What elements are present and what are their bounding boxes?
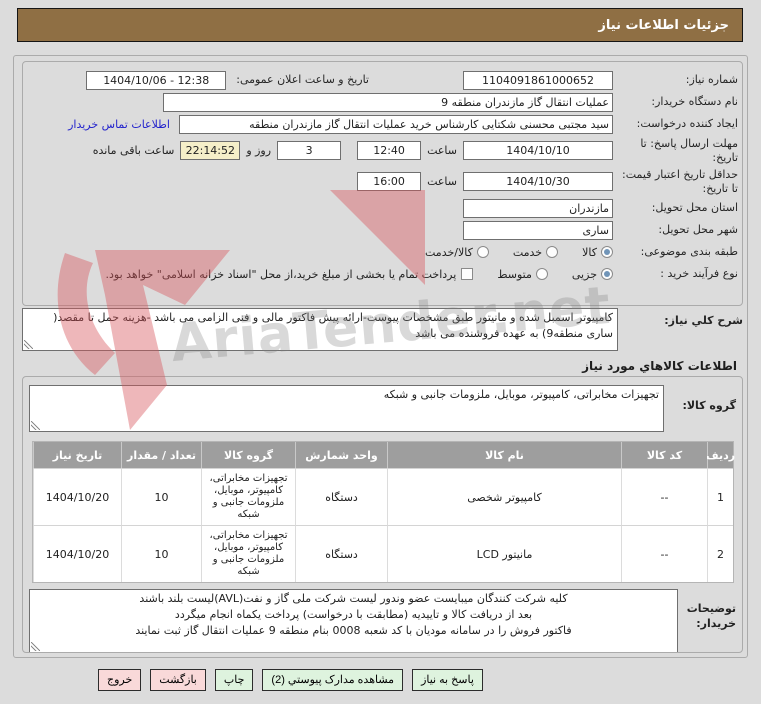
general-info-groupbox: شماره نیاز: 1104091861000652 تاریخ و ساع… bbox=[22, 61, 743, 306]
buyer-name-row: نام دستگاه خریدار: عملیات انتقال گاز ماز… bbox=[27, 91, 738, 113]
need-description-textarea[interactable]: کامپیوتر اسمبل شده و مانیتور طبق مشخصات … bbox=[22, 308, 618, 351]
buyer-name-label: نام دستگاه خریدار: bbox=[651, 95, 738, 109]
process-type-row: نوع فرآیند خرید : جزیی متوسط پرداخت تمام… bbox=[27, 263, 738, 285]
radio-icon[interactable] bbox=[476, 246, 489, 258]
table-header-unit: واحد شمارش bbox=[295, 442, 387, 468]
table-row1-goods-group: تجهیزات مخابراتی، کامپیوتر، موبایل، ملزو… bbox=[201, 468, 295, 525]
table-header-quantity: تعداد / مقدار bbox=[121, 442, 201, 468]
buyer-contact-link[interactable]: اطلاعات تماس خریدار bbox=[68, 117, 170, 131]
subject-classification-row: طبقه بندی موضوعی: کالا خدمت کالا/خدمت bbox=[27, 241, 738, 263]
table-header-goods-group: گروه کالا bbox=[201, 442, 295, 468]
table-row2-quantity: 10 bbox=[121, 525, 201, 582]
goods-info-groupbox: گروه کالا: تجهیزات مخابراتی، کامپیوتر، م… bbox=[22, 376, 743, 653]
need-description-row: شرح کلي نیاز: کامپیوتر اسمبل شده و مانیت… bbox=[22, 308, 743, 351]
radio-icon[interactable] bbox=[535, 268, 548, 280]
subject-option-goods-service-label: کالا/خدمت bbox=[425, 245, 473, 259]
need-description-label: شرح کلي نیاز: bbox=[664, 314, 743, 327]
price-validity-row: حداقل تاریخ اعتبار قیمت: تا تاریخ: 1404/… bbox=[27, 166, 738, 197]
validity-hour-label: ساعت bbox=[427, 175, 457, 188]
radio-selected-icon[interactable] bbox=[601, 268, 613, 280]
process-type-label: نوع فرآیند خرید : bbox=[660, 267, 738, 281]
details-panel: شماره نیاز: 1104091861000652 تاریخ و ساع… bbox=[13, 55, 748, 658]
response-deadline-label: مهلت ارسال پاسخ: تا تاریخ: bbox=[640, 136, 738, 164]
deadline-hour-label: ساعت bbox=[427, 144, 457, 157]
table-row1-goods-code: -- bbox=[621, 468, 707, 525]
action-buttons: پاسخ به نیاز مشاهده مدارک پیوستي (2) چاپ… bbox=[98, 669, 483, 691]
table-row2-index: 2 bbox=[707, 525, 733, 582]
table-row1-quantity: 10 bbox=[121, 468, 201, 525]
need-number-label: شماره نیاز: bbox=[685, 73, 738, 87]
remaining-days-label: روز و bbox=[246, 144, 272, 157]
print-button[interactable]: چاپ bbox=[214, 669, 254, 691]
table-row2-unit: دستگاه bbox=[295, 525, 387, 582]
table-row1-need-date: 1404/10/20 bbox=[33, 468, 121, 525]
process-option-medium-label: متوسط bbox=[497, 267, 532, 281]
price-validity-label: حداقل تاریخ اعتبار قیمت: تا تاریخ: bbox=[622, 167, 738, 195]
table-row1-goods-name: کامپیوتر شخصی bbox=[387, 468, 621, 525]
subject-option-goods[interactable]: کالا bbox=[582, 246, 613, 259]
page-title-text: جزئیات اطلاعات نیاز bbox=[598, 17, 729, 33]
buyer-notes-row: توضیحات خریدار: کلیه شرکت کنندگان میبایس… bbox=[23, 587, 742, 652]
response-deadline-date-field[interactable]: 1404/10/10 bbox=[463, 141, 613, 160]
creator-field[interactable]: سید مجتبی محسنی شکتایی کارشناس خرید عملی… bbox=[179, 114, 613, 134]
creator-label: ایجاد کننده درخواست: bbox=[636, 117, 738, 131]
table-row2-goods-name: مانیتور LCD bbox=[387, 525, 621, 582]
price-validity-hour-field[interactable]: 16:00 bbox=[357, 172, 422, 191]
respond-to-need-button[interactable]: پاسخ به نیاز bbox=[412, 669, 483, 691]
remaining-days-field: 3 bbox=[277, 141, 342, 160]
subject-option-service-label: خدمت bbox=[512, 245, 543, 259]
table-row2-goods-group: تجهیزات مخابراتی، کامپیوتر، موبایل، ملزو… bbox=[201, 525, 295, 582]
exit-button[interactable]: خروج bbox=[98, 669, 142, 691]
announce-datetime-label: تاریخ و ساعت اعلان عمومی: bbox=[236, 73, 369, 87]
table-row1-index: 1 bbox=[707, 468, 733, 525]
announce-datetime-field[interactable]: 1404/10/06 - 12:38 bbox=[86, 70, 227, 90]
goods-info-section-title: اطلاعات کالاهاي مورد نیاز bbox=[582, 359, 737, 373]
table-header-goods-code: کد کالا bbox=[621, 442, 707, 468]
buyer-notes-label: توضیحات خریدار: bbox=[686, 602, 736, 631]
goods-group-textarea[interactable]: تجهیزات مخابراتی، کامپیوتر، موبایل، ملزو… bbox=[29, 385, 664, 432]
radio-icon[interactable] bbox=[546, 246, 559, 258]
buyer-name-field[interactable]: عملیات انتقال گاز مازندران منطقه 9 bbox=[163, 92, 613, 112]
page-title: جزئیات اطلاعات نیاز bbox=[17, 8, 743, 42]
buyer-notes-textarea[interactable]: کلیه شرکت کنندگان میبایست عضو وندور لیست… bbox=[29, 589, 678, 652]
process-option-partial[interactable]: جزیی bbox=[572, 268, 613, 281]
treasury-payment-option[interactable]: پرداخت تمام یا بخشی از مبلغ خرید،از محل … bbox=[106, 268, 474, 281]
delivery-city-row: شهر محل تحویل: ساری bbox=[27, 219, 738, 241]
need-number-row: شماره نیاز: 1104091861000652 تاریخ و ساع… bbox=[27, 69, 738, 91]
process-option-partial-label: جزیی bbox=[571, 267, 597, 281]
response-deadline-hour-field[interactable]: 12:40 bbox=[357, 141, 422, 160]
remaining-time-field: 22:14:52 bbox=[180, 141, 241, 160]
delivery-province-field[interactable]: مازندران bbox=[463, 198, 613, 218]
table-header-need-date: تاریخ نیاز bbox=[33, 442, 121, 468]
subject-classification-label: طبقه بندی موضوعی: bbox=[640, 245, 738, 259]
goods-table: ردیف کد کالا نام کالا واحد شمارش گروه کا… bbox=[32, 441, 735, 583]
goods-group-row: گروه کالا: تجهیزات مخابراتی، کامپیوتر، م… bbox=[23, 377, 742, 436]
remaining-suffix-label: ساعت باقی مانده bbox=[92, 144, 175, 157]
table-row2-need-date: 1404/10/20 bbox=[33, 525, 121, 582]
delivery-city-field[interactable]: ساری bbox=[463, 220, 613, 240]
subject-option-goods-label: کالا bbox=[582, 245, 597, 259]
table-header-goods-name: نام کالا bbox=[387, 442, 621, 468]
radio-selected-icon[interactable] bbox=[601, 246, 613, 258]
delivery-city-label: شهر محل تحویل: bbox=[658, 223, 738, 237]
table-header-row-index: ردیف bbox=[706, 442, 735, 468]
treasury-payment-label: پرداخت تمام یا بخشی از مبلغ خرید،از محل … bbox=[105, 267, 457, 281]
checkbox-icon[interactable] bbox=[461, 268, 474, 280]
delivery-province-row: استان محل تحویل: مازندران bbox=[27, 197, 738, 219]
view-attachments-button[interactable]: مشاهده مدارک پیوستي (2) bbox=[262, 669, 404, 691]
delivery-province-label: استان محل تحویل: bbox=[651, 201, 738, 215]
creator-row: ایجاد کننده درخواست: سید مجتبی محسنی شکت… bbox=[27, 113, 738, 135]
back-button[interactable]: بازگشت bbox=[150, 669, 206, 691]
need-number-field[interactable]: 1104091861000652 bbox=[463, 70, 613, 90]
subject-option-service[interactable]: خدمت bbox=[512, 245, 559, 259]
response-deadline-row: مهلت ارسال پاسخ: تا تاریخ: 1404/10/10 سا… bbox=[27, 135, 738, 166]
table-row2-goods-code: -- bbox=[621, 525, 707, 582]
subject-option-goods-service[interactable]: کالا/خدمت bbox=[425, 246, 489, 259]
price-validity-date-field[interactable]: 1404/10/30 bbox=[463, 172, 613, 191]
goods-group-label: گروه کالا: bbox=[682, 399, 736, 412]
process-option-medium[interactable]: متوسط bbox=[497, 268, 548, 281]
table-row1-unit: دستگاه bbox=[295, 468, 387, 525]
